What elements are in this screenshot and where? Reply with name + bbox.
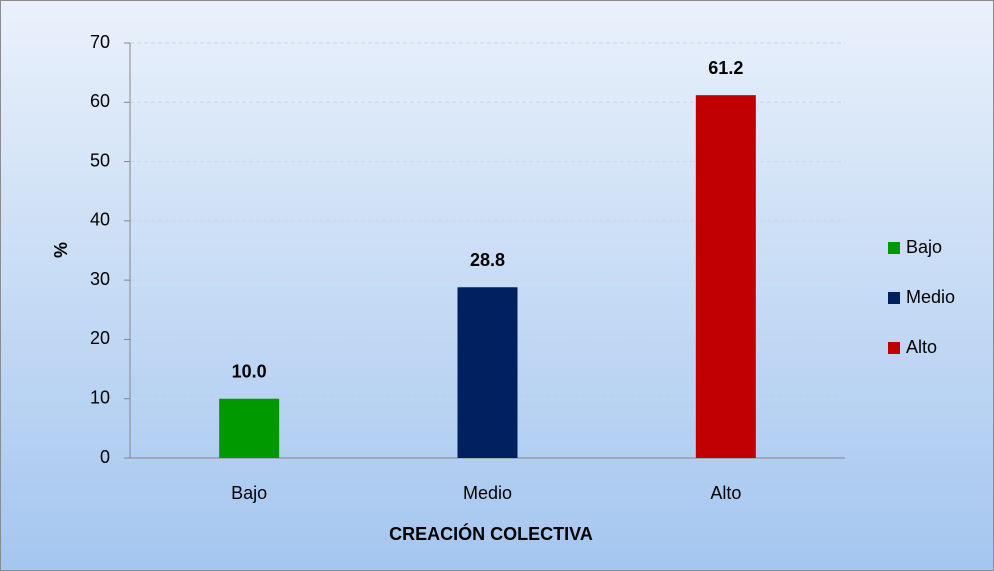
y-tick-label: 60 <box>90 91 110 111</box>
y-tick-label: 50 <box>90 150 110 170</box>
data-label: 10.0 <box>232 361 267 381</box>
x-tick-label: Alto <box>710 483 741 503</box>
y-tick-label: 40 <box>90 210 110 230</box>
legend-label: Alto <box>906 337 937 357</box>
x-axis-label: CREACIÓN COLECTIVA <box>389 523 593 544</box>
legend-label: Bajo <box>906 237 942 257</box>
legend-swatch <box>888 342 900 354</box>
y-tick-label: 70 <box>90 32 110 52</box>
y-tick-label: 0 <box>100 447 110 467</box>
data-label: 61.2 <box>708 58 743 78</box>
y-tick-label: 20 <box>90 328 110 348</box>
y-tick-label: 30 <box>90 269 110 289</box>
bar <box>457 287 518 458</box>
legend-swatch <box>888 292 900 304</box>
bar <box>695 95 756 459</box>
y-tick-label: 10 <box>90 387 110 407</box>
legend-label: Medio <box>906 287 955 307</box>
x-tick-label: Bajo <box>231 483 267 503</box>
y-axis-label: % <box>51 242 71 258</box>
data-label: 28.8 <box>470 250 505 270</box>
bar <box>219 398 280 458</box>
legend-swatch <box>888 242 900 254</box>
x-tick-label: Medio <box>463 483 512 503</box>
